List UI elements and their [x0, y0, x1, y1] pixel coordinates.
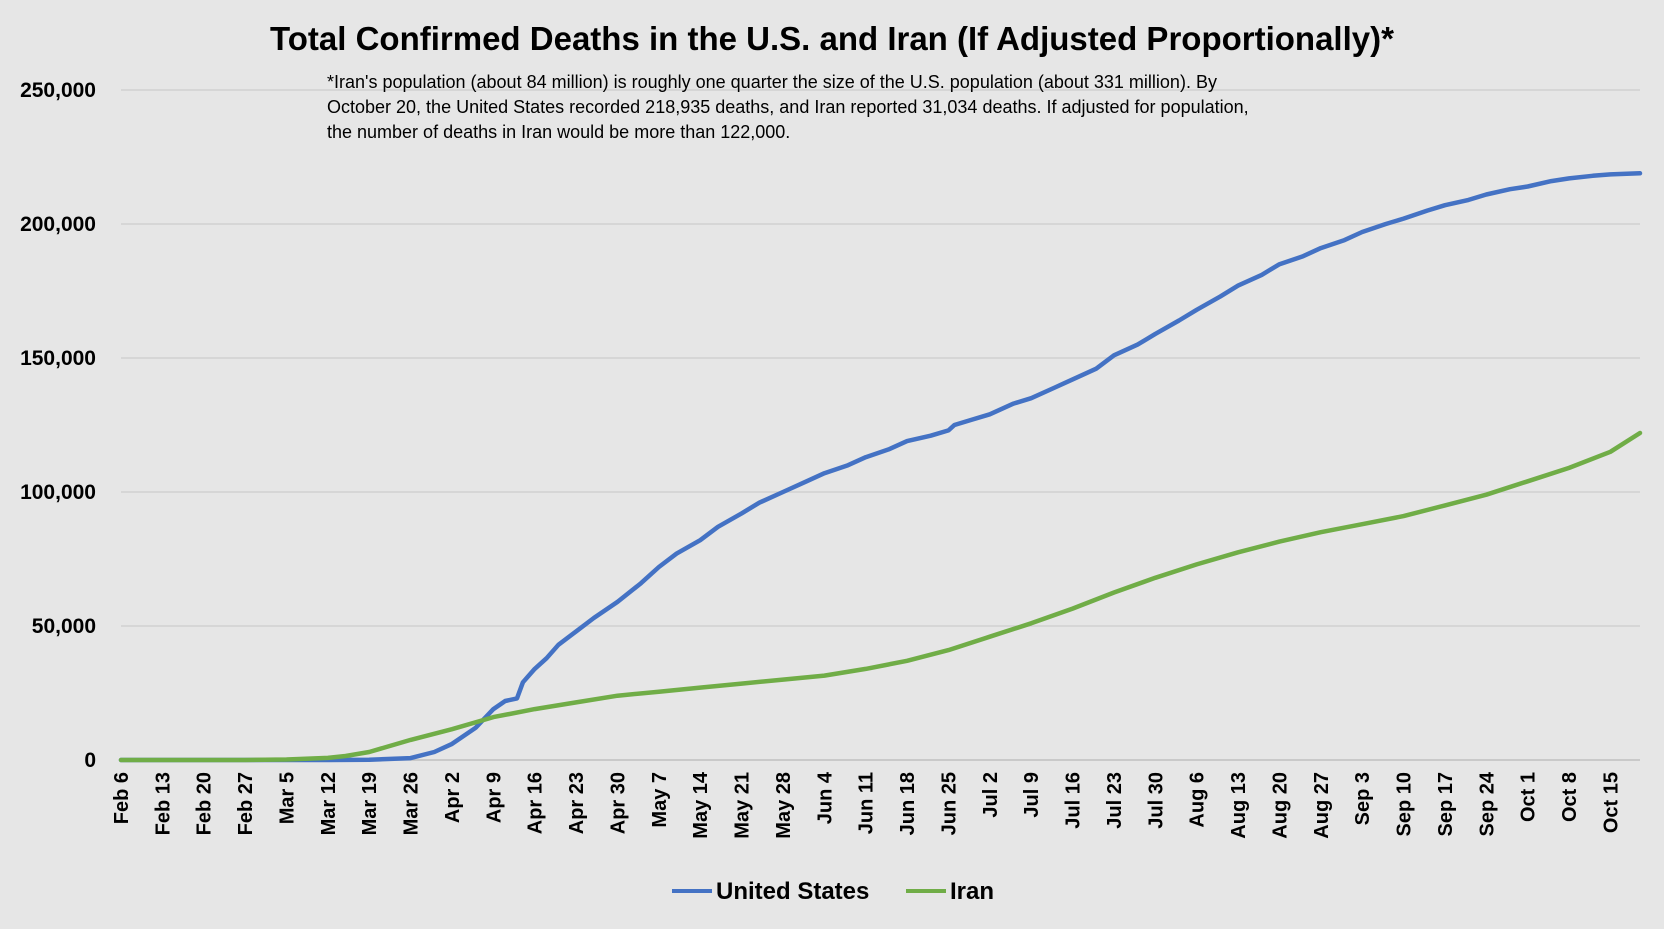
x-tick-label: Mar 5: [276, 772, 298, 824]
x-tick-label: Apr 16: [525, 772, 547, 834]
x-tick-label: Sep 10: [1394, 772, 1416, 836]
x-tick-label: Aug 13: [1228, 772, 1250, 839]
x-tick-label: Mar 26: [401, 772, 423, 835]
x-tick-label: Jul 30: [1145, 772, 1167, 829]
x-tick-label: May 28: [773, 772, 795, 839]
legend-united-states-label: United States: [716, 878, 869, 905]
series-line-united-states: [118, 171, 1643, 763]
x-tick-label: Jul 23: [1104, 772, 1126, 829]
annotation-line-2: October 20, the United States recorded 2…: [327, 97, 1249, 117]
x-tick-label: Feb 20: [194, 772, 216, 835]
y-tick-label: 50,000: [32, 615, 96, 638]
y-tick-label: 0: [84, 749, 96, 772]
x-tick-label: Apr 2: [442, 772, 464, 823]
x-tick-label: Sep 24: [1476, 771, 1498, 836]
x-tick-label: Jun 4: [814, 771, 836, 824]
x-tick-label: May 7: [649, 772, 671, 828]
x-tick-label: Jun 25: [938, 772, 960, 835]
x-tick-label: Oct 8: [1559, 772, 1581, 822]
x-tick-label: Sep 3: [1352, 772, 1374, 825]
chart-title: Total Confirmed Deaths in the U.S. and I…: [270, 20, 1394, 57]
x-tick-label: May 21: [732, 772, 754, 839]
y-tick-label: 250,000: [20, 79, 96, 102]
series-line-iran: [118, 430, 1643, 763]
x-tick-label: Jul 2: [980, 772, 1002, 818]
x-tick-label: Apr 9: [483, 772, 505, 823]
x-tick-label: Jun 11: [856, 772, 878, 834]
series-lines: [118, 171, 1643, 763]
x-tick-label: Aug 20: [1269, 772, 1291, 839]
x-tick-label: Sep 17: [1435, 772, 1457, 836]
x-tick-label: Mar 12: [318, 772, 340, 835]
x-tick-label: May 14: [690, 771, 712, 839]
x-tick-label: Aug 27: [1311, 772, 1333, 839]
x-tick-label: Mar 19: [359, 772, 381, 835]
x-tick-label: Jul 16: [1063, 772, 1085, 829]
x-axis-ticks: Feb 6 Feb 13 Feb 20 Feb 27 Mar 5 Mar 12 Mar 19…: [111, 771, 1622, 839]
annotation-line-1: *Iran's population (about 84 million) is…: [327, 72, 1217, 92]
legend: United States Iran: [672, 878, 994, 905]
x-tick-label: Apr 23: [566, 772, 588, 834]
legend-iran-label: Iran: [950, 878, 994, 905]
x-tick-label: Jun 18: [897, 772, 919, 835]
x-tick-label: Aug 6: [1187, 772, 1209, 828]
x-tick-label: Oct 15: [1600, 772, 1622, 833]
x-tick-label: Feb 13: [152, 772, 174, 835]
y-tick-label: 100,000: [20, 481, 96, 504]
y-axis-ticks: 0 50,000 100,000 150,000 200,000 250,000: [20, 79, 96, 772]
y-tick-label: 150,000: [20, 347, 96, 370]
y-tick-label: 200,000: [20, 213, 96, 236]
gridlines: [121, 89, 1640, 627]
x-tick-label: Oct 1: [1518, 772, 1540, 822]
x-tick-label: Feb 6: [111, 772, 133, 824]
x-tick-label: Jul 9: [1021, 772, 1043, 818]
x-tick-label: Feb 27: [235, 772, 257, 835]
x-tick-label: Apr 30: [607, 772, 629, 834]
annotation-line-3: the number of deaths in Iran would be mo…: [327, 122, 790, 142]
